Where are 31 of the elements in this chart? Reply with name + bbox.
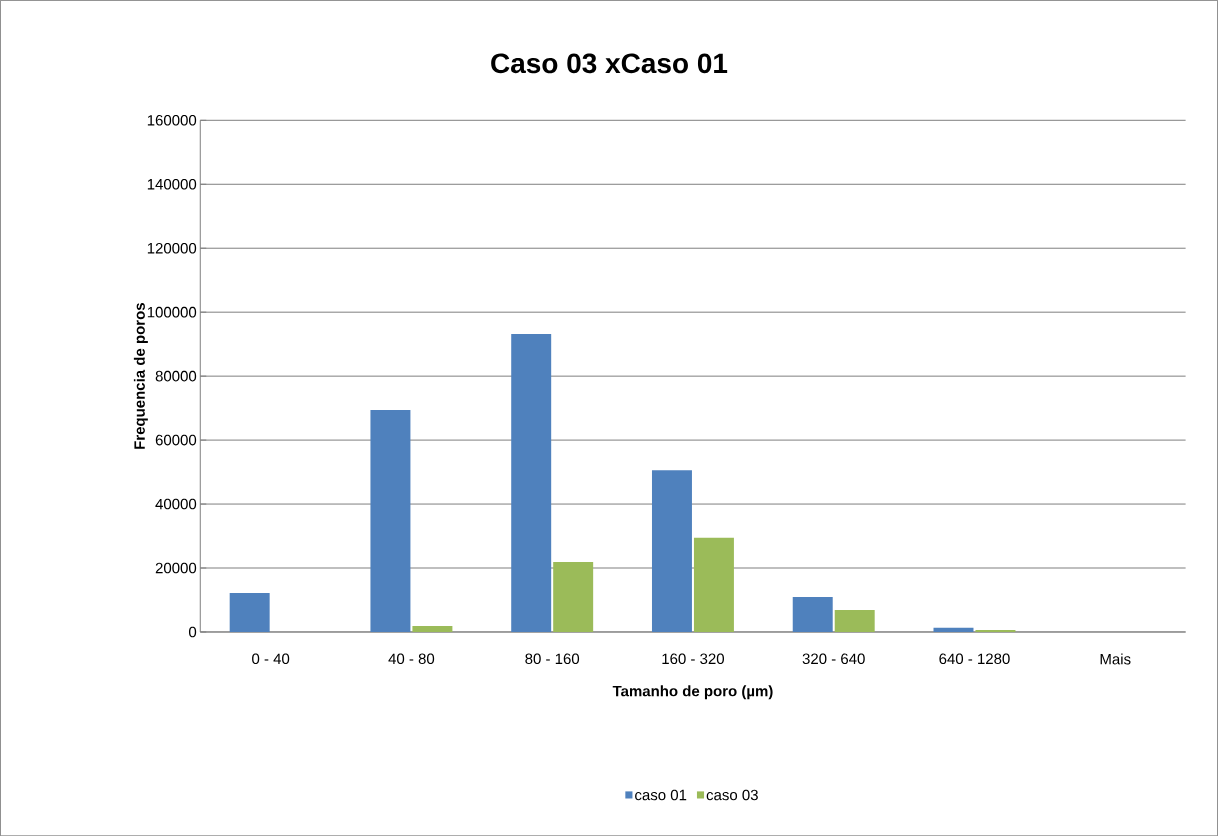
x-tick-label: 40 - 80 bbox=[388, 653, 435, 664]
chart-title: Caso 03 xCaso 01 bbox=[491, 53, 728, 74]
bar bbox=[370, 409, 411, 632]
x-tick-label: 640 - 1280 bbox=[939, 653, 1010, 664]
y-tick-label: 0 bbox=[188, 626, 197, 638]
y-tick-label: 100000 bbox=[147, 306, 197, 318]
legend-label: caso 01 bbox=[635, 789, 687, 801]
x-tick-label: 0 - 40 bbox=[252, 653, 290, 664]
x-tick-label: Mais bbox=[1100, 653, 1131, 665]
bar bbox=[511, 333, 552, 632]
y-tick-label: 60000 bbox=[155, 434, 197, 446]
y-tick-label: 20000 bbox=[155, 562, 197, 574]
x-tick-label: 80 - 160 bbox=[525, 653, 580, 664]
x-tick-label: 160 - 320 bbox=[662, 653, 724, 664]
y-tick-label: 120000 bbox=[147, 242, 197, 254]
x-tick-label: 320 - 640 bbox=[802, 653, 865, 664]
bar bbox=[553, 561, 594, 632]
bar bbox=[933, 627, 974, 632]
bar bbox=[412, 625, 453, 632]
bar bbox=[693, 537, 734, 632]
y-tick-label: 140000 bbox=[147, 178, 197, 190]
x-axis-title: Tamanho de poro (µm) bbox=[612, 685, 773, 700]
legend-label: caso 03 bbox=[706, 789, 758, 801]
y-axis-title: Frequencia de poros bbox=[133, 302, 148, 449]
bar bbox=[792, 597, 833, 632]
bar bbox=[651, 470, 692, 632]
y-tick-label: 80000 bbox=[155, 370, 197, 382]
bar bbox=[834, 609, 875, 632]
y-tick-label: 40000 bbox=[155, 498, 197, 510]
y-tick-label: 160000 bbox=[147, 114, 197, 126]
bar bbox=[229, 592, 270, 632]
